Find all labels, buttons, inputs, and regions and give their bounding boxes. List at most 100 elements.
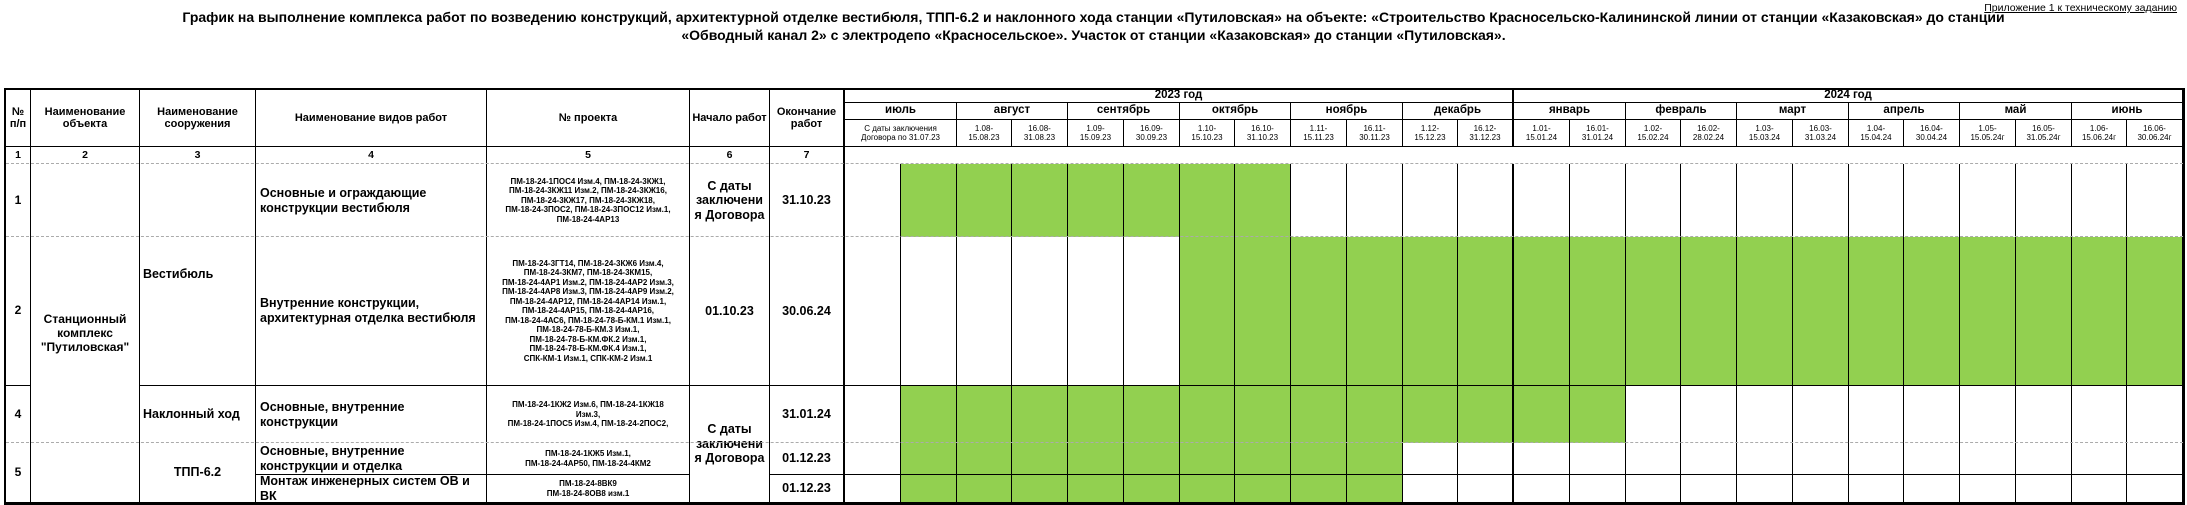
gantt-bar-cell bbox=[1291, 237, 1347, 386]
project-cell: ПМ-18-24-1КЖ2 Изм.6, ПМ-18-24-1КЖ18 Изм.… bbox=[487, 386, 690, 443]
gantt-bar-cell bbox=[1124, 386, 1180, 443]
structure-cell: Вестибюль bbox=[140, 164, 256, 386]
end-cell: 31.10.23 bbox=[770, 164, 845, 237]
gantt-cell bbox=[2016, 164, 2072, 237]
gantt-bar-cell bbox=[1458, 237, 1514, 386]
gantt-cell bbox=[1626, 164, 1681, 237]
column-number: 1 bbox=[6, 147, 31, 164]
end-cell: 01.12.23 bbox=[770, 475, 845, 503]
gantt-cell bbox=[1793, 475, 1849, 503]
halfmonth-header: 1.08- 15.08.23 bbox=[957, 120, 1012, 147]
gantt-cell bbox=[1012, 237, 1068, 386]
gantt-bar-cell bbox=[1012, 386, 1068, 443]
gantt-cell bbox=[901, 237, 957, 386]
halfmonth-header: 16.04- 30.04.24 bbox=[1904, 120, 1960, 147]
end-cell: 30.06.24 bbox=[770, 237, 845, 386]
row-number: 5 bbox=[6, 443, 31, 503]
gantt-bar-cell bbox=[1124, 475, 1180, 503]
gantt-bar-cell bbox=[1180, 237, 1235, 386]
gantt-bar-cell bbox=[1180, 164, 1235, 237]
gantt-bar-cell bbox=[1012, 164, 1068, 237]
gantt-bar-cell bbox=[1068, 475, 1124, 503]
works-cell: Внутренние конструкции, архитектурная от… bbox=[256, 237, 487, 386]
works-cell: Основные, внутренние конструкции bbox=[256, 386, 487, 443]
start-cell: С даты заключени я Договора bbox=[690, 386, 770, 503]
gantt-cell bbox=[1737, 475, 1793, 503]
gantt-cell bbox=[1347, 164, 1403, 237]
gantt-bar-cell bbox=[1291, 475, 1347, 503]
halfmonth-header: 16.03- 31.03.24 bbox=[1793, 120, 1849, 147]
gantt-cell bbox=[1570, 475, 1626, 503]
gantt-cell bbox=[1458, 164, 1514, 237]
gantt-cell bbox=[1793, 443, 1849, 475]
column-header: № п/п bbox=[6, 90, 31, 147]
gantt-bar-cell bbox=[1514, 386, 1570, 443]
gantt-bar-cell bbox=[1235, 475, 1291, 503]
gantt-cell bbox=[2127, 386, 2183, 443]
gantt-bar-cell bbox=[2127, 237, 2183, 386]
month-header: январь bbox=[1514, 103, 1626, 120]
gantt-cell bbox=[1960, 443, 2016, 475]
row-number: 1 bbox=[6, 164, 31, 237]
page-title: График на выполнение комплекса работ по … bbox=[182, 9, 2005, 43]
gantt-cell bbox=[1793, 164, 1849, 237]
column-header: Начало работ bbox=[690, 90, 770, 147]
gantt-cell bbox=[845, 237, 901, 386]
month-header: сентябрь bbox=[1068, 103, 1180, 120]
halfmonth-header: 1.06- 15.06.24г bbox=[2072, 120, 2127, 147]
gantt-cell bbox=[1626, 443, 1681, 475]
gantt-bar-cell bbox=[957, 386, 1012, 443]
gantt-cell bbox=[1960, 386, 2016, 443]
schedule-table: № п/п Наименование объекта Наименование со… bbox=[4, 88, 2185, 505]
gantt-bar-cell bbox=[1849, 237, 1904, 386]
month-header: апрель bbox=[1849, 103, 1960, 120]
start-cell: С даты заключени я Договора bbox=[690, 164, 770, 237]
dashed-row-separator bbox=[6, 442, 2183, 443]
halfmonth-header: С даты заключения Договора по 31.07.23 bbox=[845, 120, 957, 147]
gantt-cell bbox=[1960, 475, 2016, 503]
gantt-bar-cell bbox=[1124, 443, 1180, 475]
gantt-bar-cell bbox=[1180, 443, 1235, 475]
structure-cell: ТПП-6.2 bbox=[140, 443, 256, 503]
gantt-cell bbox=[1904, 164, 1960, 237]
dashed-row-separator bbox=[6, 236, 2183, 237]
gantt-cell bbox=[1849, 475, 1904, 503]
gantt-cell bbox=[1514, 475, 1570, 503]
gantt-bar-cell bbox=[1180, 475, 1235, 503]
appendix-link[interactable]: Приложение 1 к техническому заданию bbox=[1984, 2, 2177, 14]
project-cell: ПМ-18-24-1КЖ5 Изм.1, ПМ-18-24-4АР50, ПМ-… bbox=[487, 443, 690, 475]
gantt-cell bbox=[1737, 386, 1793, 443]
gantt-bar-cell bbox=[1068, 386, 1124, 443]
gantt-cell bbox=[2127, 164, 2183, 237]
gantt-bar-cell bbox=[1180, 386, 1235, 443]
gantt-cell bbox=[1124, 237, 1180, 386]
halfmonth-header: 16.01- 31.01.24 bbox=[1570, 120, 1626, 147]
gantt-bar-cell bbox=[1458, 386, 1514, 443]
halfmonth-header: 16.02- 28.02.24 bbox=[1681, 120, 1737, 147]
gantt-bar-cell bbox=[1235, 443, 1291, 475]
start-cell: 01.10.23 bbox=[690, 237, 770, 386]
gantt-cell bbox=[1570, 443, 1626, 475]
gantt-cell bbox=[1458, 443, 1514, 475]
column-number: 2 bbox=[31, 147, 140, 164]
gantt-bar-cell bbox=[1347, 475, 1403, 503]
halfmonth-header: 1.02- 15.02.24 bbox=[1626, 120, 1681, 147]
gantt-cell bbox=[845, 475, 901, 503]
gantt-bar-cell bbox=[1403, 237, 1458, 386]
halfmonth-header: 16.09- 30.09.23 bbox=[1124, 120, 1180, 147]
row-number: 2 bbox=[6, 237, 31, 386]
halfmonth-header: 1.12- 15.12.23 bbox=[1403, 120, 1458, 147]
month-header: декабрь bbox=[1403, 103, 1514, 120]
gantt-cell bbox=[1960, 164, 2016, 237]
gantt-bar-cell bbox=[1068, 443, 1124, 475]
gantt-cell bbox=[1793, 386, 1849, 443]
gantt-cell bbox=[2127, 475, 2183, 503]
halfmonth-header: 1.05- 15.05.24г bbox=[1960, 120, 2016, 147]
gantt-bar-cell bbox=[1514, 237, 1570, 386]
column-number-gantt-spacer bbox=[845, 147, 2183, 164]
works-cell: Основные и ограждающие конструкции вести… bbox=[256, 164, 487, 237]
gantt-bar-cell bbox=[1960, 237, 2016, 386]
gantt-cell bbox=[1570, 164, 1626, 237]
gantt-bar-cell bbox=[1347, 443, 1403, 475]
